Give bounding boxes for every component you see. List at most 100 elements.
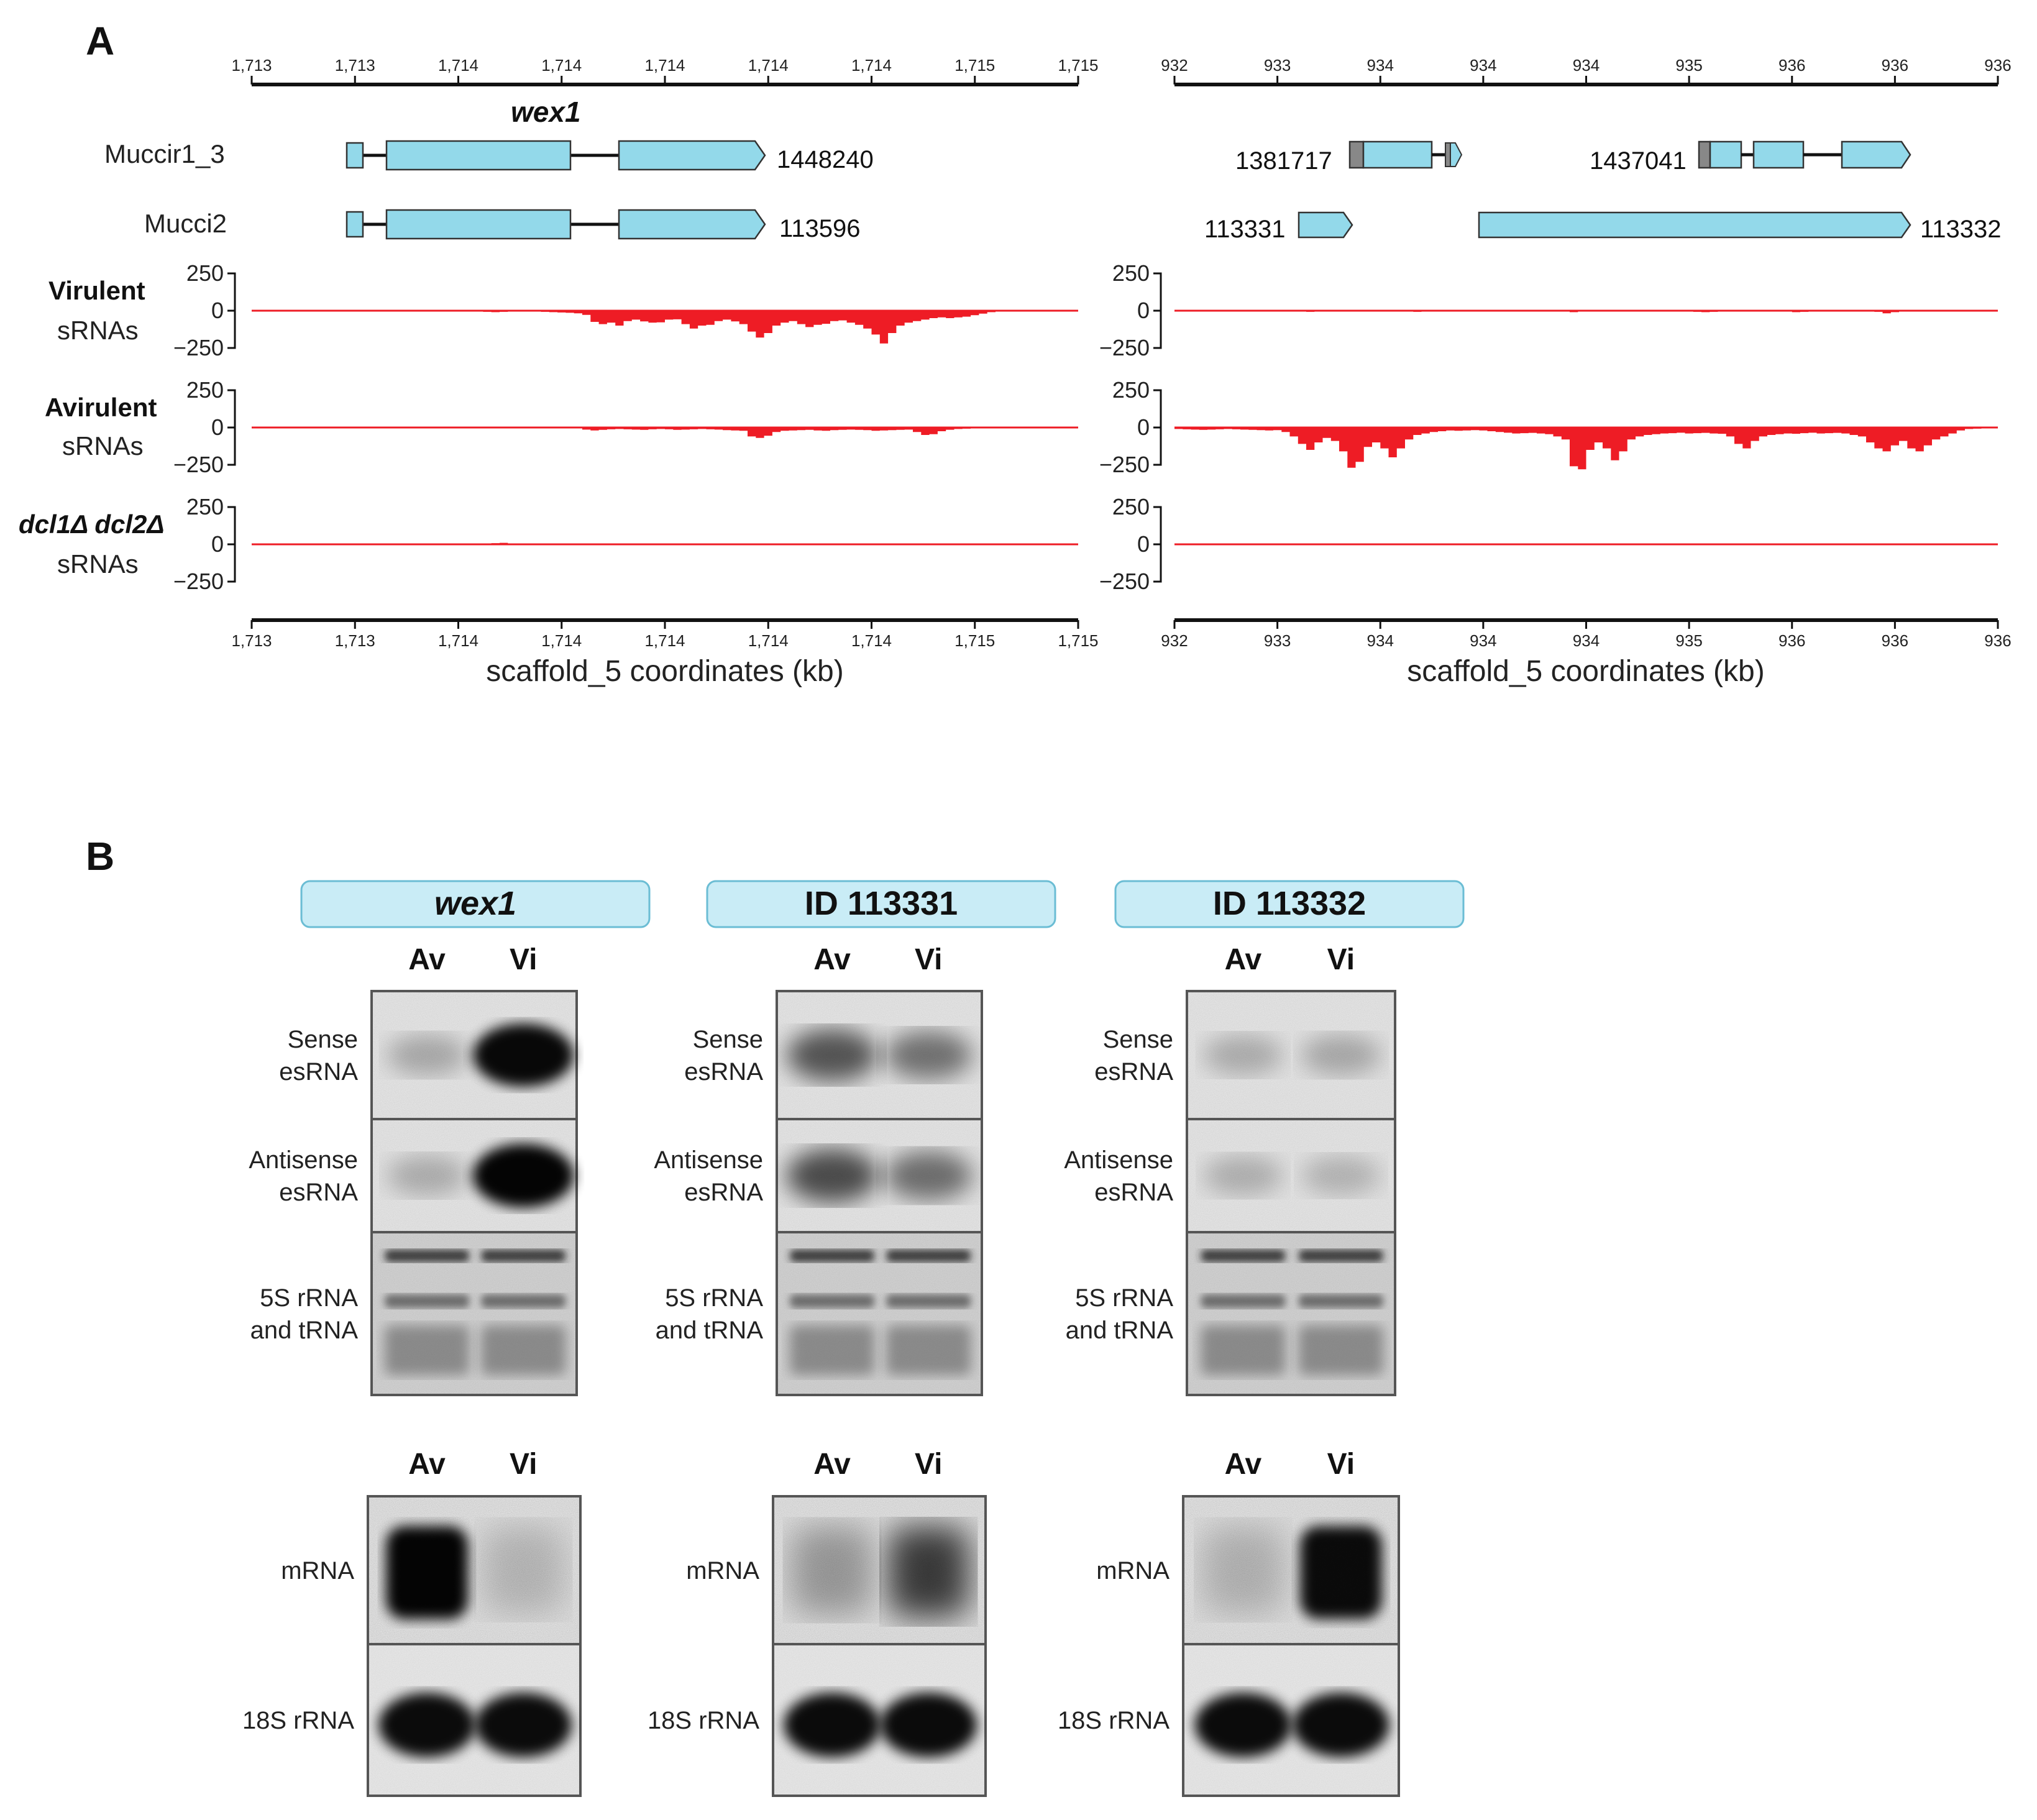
lane-label-vi: Vi (915, 1448, 942, 1481)
top-axis-left: 1,713 1,713 1,714 1,714 1,714 1,714 1,714 1,715… (231, 56, 1099, 86)
coverage-area (1174, 428, 1998, 470)
y-tick-label: 0 (1137, 531, 1150, 557)
tick-label: 936 (1778, 631, 1805, 650)
rrna-18s-band (1292, 1693, 1389, 1757)
rrna-band (1298, 1250, 1383, 1262)
tick-label: 1,715 (954, 56, 995, 75)
blot-rrna-5s (370, 1231, 578, 1396)
tick-label: 932 (1161, 631, 1188, 650)
srna-plot-left_virulent: 250 0 −250 (173, 260, 1078, 360)
target-title: ID 113332 (1213, 885, 1366, 922)
panel-b-blots: wex1 Av Vi Av Vi Sense esRNA Antisense esRNA 5S r… (242, 880, 1465, 1797)
gene-id-1437041: 1437041 (1590, 147, 1687, 175)
rrna-18s-band (378, 1693, 476, 1757)
blot-rrna-18s (772, 1643, 987, 1797)
lane-label-vi: Vi (1327, 1448, 1355, 1481)
blot-row-label: 18S rRNA (1058, 1707, 1170, 1734)
rrna-band (385, 1250, 470, 1262)
tick-label: 1,713 (231, 56, 272, 75)
blot-mrna (1182, 1495, 1400, 1645)
tick-label: 1,714 (851, 56, 892, 75)
tick-label: 1,714 (438, 56, 478, 75)
rrna-band (790, 1250, 875, 1262)
y-tick-label: 250 (186, 260, 224, 286)
srna-plot-right_virulent: 250 0 −250 (1099, 260, 1998, 360)
lane-label-av: Av (813, 943, 851, 976)
lane-label-av: Av (408, 1448, 446, 1481)
track-avirulent-label: Avirulent (45, 393, 157, 422)
target-title: ID 113331 (805, 885, 958, 922)
blot-band (387, 1035, 467, 1076)
blot-row-label: mRNA (1096, 1557, 1170, 1584)
tick-label: 934 (1367, 631, 1394, 650)
blot-row-label: Sense (693, 1026, 763, 1053)
tick-label: 1,714 (541, 631, 582, 650)
panel-b-letter: B (86, 834, 114, 879)
y-tick-label: −250 (1099, 335, 1150, 360)
tick-label: 1,713 (335, 56, 375, 75)
y-tick-label: −250 (173, 335, 224, 360)
blot-row-label: Antisense (249, 1146, 358, 1174)
blot-row-label: 5S rRNA (1075, 1284, 1173, 1312)
blot-row-label: esRNA (684, 1058, 763, 1086)
blot-sense (1186, 990, 1396, 1120)
tick-label: 936 (1882, 56, 1908, 75)
blot-band (1301, 1156, 1381, 1196)
blot-rrna-18s (367, 1643, 582, 1797)
gene-model-1381717 (1348, 140, 1463, 169)
blot-row-label: esRNA (684, 1179, 763, 1206)
blot-rrna-5s (776, 1231, 983, 1396)
mrna-band (386, 1526, 469, 1619)
blot-sense (370, 990, 578, 1120)
rrna-18s-band (880, 1693, 977, 1757)
tick-label: 1,713 (231, 631, 272, 650)
top-axis-right: 932 933 934 934 934 935 936 936 936 (1161, 56, 2012, 86)
tick-label: 936 (1778, 56, 1805, 75)
tick-label: 935 (1675, 56, 1702, 75)
tick-label: 1,714 (644, 56, 685, 75)
track-virulent-label: Virulent (48, 276, 145, 305)
axis-title-left: scaffold_5 coordinates (kb) (486, 655, 843, 688)
y-tick-label: −250 (1099, 569, 1150, 594)
blot-row-label: Sense (288, 1026, 358, 1053)
gene-model-113596 (346, 209, 766, 240)
tick-label: 935 (1675, 631, 1702, 650)
coverage-area (252, 428, 1078, 438)
y-tick-label: −250 (173, 569, 224, 594)
top-axis-right-ticks: 932 933 934 934 934 935 936 936 936 (1161, 56, 2012, 85)
blot-band (787, 1028, 878, 1082)
lane-label-av: Av (1225, 943, 1262, 976)
blot-band (472, 1143, 574, 1208)
rrna-band (886, 1250, 971, 1262)
blot-band (1203, 1156, 1283, 1196)
gene-id-1381717: 1381717 (1235, 147, 1332, 175)
srna-plot-left_avirulent: 250 0 −250 (173, 377, 1078, 477)
blot-band (786, 1148, 879, 1203)
gene-model-1437041 (1698, 140, 1911, 169)
blot-mrna (367, 1495, 582, 1645)
blot-row-label: mRNA (281, 1557, 354, 1584)
lane-label-av: Av (813, 1448, 851, 1481)
top-axis-left-ticks: 1,713 1,713 1,714 1,714 1,714 1,714 1,714 1,715… (231, 56, 1099, 85)
tick-label: 1,714 (851, 631, 892, 650)
wex1-gene-title: wex1 (511, 96, 581, 128)
y-tick-label: 250 (186, 494, 224, 519)
blot-column-3: ID 113332 Av Vi Av Vi Sense esRNA Antisense esRN… (1058, 880, 1465, 1797)
blot-band (1203, 1035, 1283, 1076)
gene-id-113331: 113331 (1204, 216, 1286, 243)
mrna-band (482, 1526, 565, 1614)
blot-row-label: esRNA (1094, 1179, 1173, 1206)
bottom-axis-left: 1,713 1,713 1,714 1,714 1,714 1,714 1,714 1,715… (231, 618, 1099, 650)
blot-row-label: and tRNA (1066, 1317, 1174, 1344)
srna-plot-right_dcl: 250 0 −250 (1099, 494, 1998, 594)
blot-antisense (776, 1118, 983, 1233)
lane-label-vi: Vi (510, 943, 537, 976)
gene-id-113332: 113332 (1920, 216, 2002, 243)
track-avirulent-sub: sRNAs (62, 431, 144, 460)
lane-label-vi: Vi (1327, 943, 1355, 976)
srna-plot-right_avirulent: 250 0 −250 (1099, 377, 1998, 477)
blot-column-1: wex1 Av Vi Av Vi Sense esRNA Antisense esRNA 5S r… (242, 880, 651, 1797)
track-label-mucci: Mucci2 (144, 209, 227, 238)
tick-label: 933 (1264, 631, 1291, 650)
